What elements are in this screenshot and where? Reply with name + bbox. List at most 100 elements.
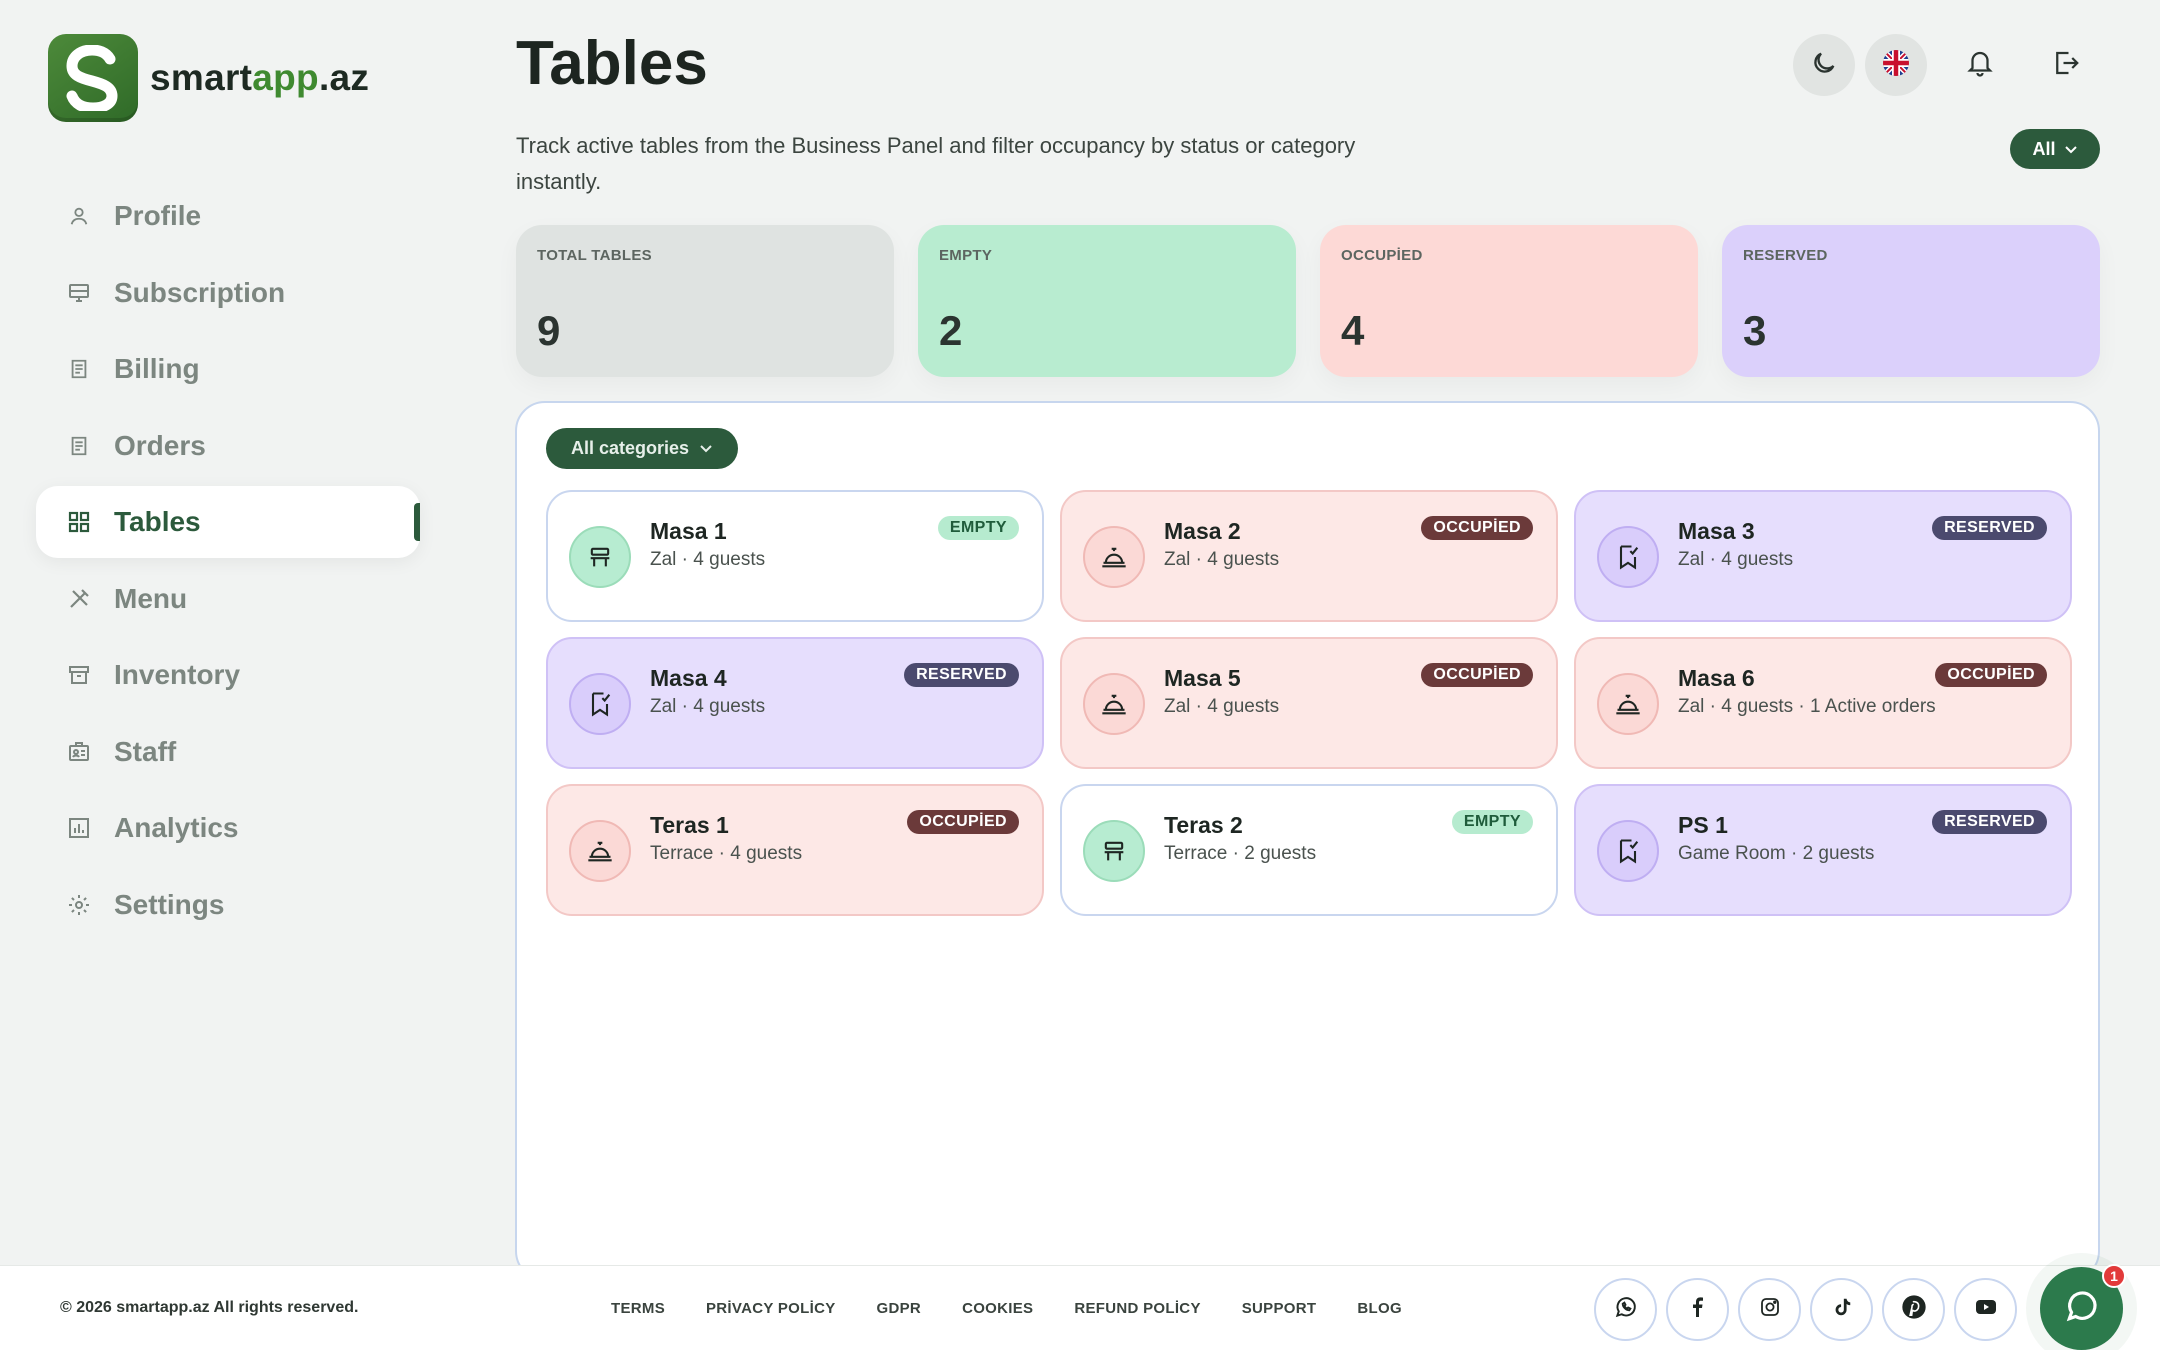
footer-link-terms[interactable]: TERMS xyxy=(611,1300,665,1317)
sidebar-item-profile[interactable]: Profile xyxy=(36,180,420,252)
notifications-button[interactable] xyxy=(1949,34,2011,96)
status-badge: EMPTY xyxy=(1451,810,1533,834)
brand-name-part: .az xyxy=(318,57,370,98)
pinterest-icon xyxy=(1900,1293,1928,1326)
whatsapp-icon xyxy=(1613,1294,1639,1325)
sidebar-item-settings[interactable]: Settings xyxy=(36,869,420,941)
bookmark-check-icon xyxy=(569,673,631,735)
facebook-button[interactable] xyxy=(1666,1278,1729,1341)
page-subtitle: Track active tables from the Business Pa… xyxy=(516,133,1356,194)
status-badge: RESERVED xyxy=(1932,516,2047,540)
sidebar: smartapp.az Profile Subscription Billing xyxy=(0,0,450,1265)
table-card[interactable]: Teras 1 Terrace · 4 guests OCCUPİED xyxy=(546,784,1044,916)
table-name: PS 1 xyxy=(1678,812,1728,838)
uk-flag-icon xyxy=(1883,49,1909,81)
cloche-icon xyxy=(569,820,631,882)
chat-bubble-icon xyxy=(2063,1287,2101,1330)
brand-logo[interactable]: smartapp.az xyxy=(48,34,369,122)
table-card[interactable]: Masa 6 Zal · 4 guests · 1 Active orders … xyxy=(1574,637,2072,769)
subscription-icon xyxy=(66,280,92,306)
table-card[interactable]: Masa 2 Zal · 4 guests OCCUPİED xyxy=(1060,490,1558,622)
status-badge: RESERVED xyxy=(1932,810,2047,834)
copyright-text: © 2026 smartapp.az All rights reserved. xyxy=(60,1299,359,1316)
status-badge: OCCUPİED xyxy=(907,810,1019,834)
footer-link-refund[interactable]: REFUND POLİCY xyxy=(1074,1300,1201,1317)
bookmark-check-icon xyxy=(1597,526,1659,588)
social-links xyxy=(1594,1278,2017,1341)
chat-notification-badge: 1 xyxy=(2102,1264,2126,1288)
table-card[interactable]: Masa 3 Zal · 4 guests RESERVED xyxy=(1574,490,2072,622)
table-name: Masa 1 xyxy=(650,518,727,544)
category-filter-dropdown[interactable]: All categories xyxy=(546,428,738,469)
cloche-icon xyxy=(1083,673,1145,735)
instagram-button[interactable] xyxy=(1738,1278,1801,1341)
moon-icon xyxy=(1810,49,1838,82)
sidebar-item-inventory[interactable]: Inventory xyxy=(36,639,420,711)
page-title: Tables xyxy=(516,29,708,98)
tiktok-icon xyxy=(1831,1295,1853,1324)
status-filter-value: All xyxy=(2032,138,2056,159)
sidebar-item-staff[interactable]: Staff xyxy=(36,716,420,788)
chart-icon xyxy=(66,815,92,841)
theme-toggle-button[interactable] xyxy=(1793,34,1855,96)
tiktok-button[interactable] xyxy=(1810,1278,1873,1341)
status-badge: OCCUPİED xyxy=(1421,516,1533,540)
table-details: Zal · 4 guests xyxy=(1678,549,1794,570)
table-details: Zal · 4 guests xyxy=(1164,549,1280,570)
bookmark-check-icon xyxy=(1597,820,1659,882)
id-card-icon xyxy=(66,739,92,765)
stat-card-reserved: RESERVED 3 xyxy=(1722,225,2100,377)
logout-button[interactable] xyxy=(2035,34,2097,96)
table-card[interactable]: Masa 4 Zal · 4 guests RESERVED xyxy=(546,637,1044,769)
sidebar-item-billing[interactable]: Billing xyxy=(36,333,420,405)
sidebar-item-orders[interactable]: Orders xyxy=(36,410,420,482)
sidebar-item-subscription[interactable]: Subscription xyxy=(36,257,420,329)
gear-icon xyxy=(66,892,92,918)
sidebar-item-label: Orders xyxy=(114,429,206,461)
facebook-icon xyxy=(1688,1295,1708,1324)
cloche-icon xyxy=(1597,673,1659,735)
table-details: Zal · 4 guests xyxy=(650,696,766,717)
category-filter-value: All categories xyxy=(570,438,690,458)
footer-link-privacy[interactable]: PRİVACY POLİCY xyxy=(706,1300,836,1317)
footer-link-gdpr[interactable]: GDPR xyxy=(876,1300,922,1317)
whatsapp-button[interactable] xyxy=(1594,1278,1657,1341)
sidebar-item-menu[interactable]: Menu xyxy=(36,563,420,635)
tables-grid: Masa 1 Zal · 4 guests EMPTY Masa 2 Zal ·… xyxy=(546,490,2072,916)
status-filter-dropdown[interactable]: All xyxy=(2010,129,2100,169)
language-button[interactable] xyxy=(1865,34,1927,96)
table-card[interactable]: Masa 5 Zal · 4 guests OCCUPİED xyxy=(1060,637,1558,769)
stat-label: RESERVED xyxy=(1743,247,1828,264)
sidebar-item-tables[interactable]: Tables xyxy=(36,486,420,558)
pinterest-button[interactable] xyxy=(1882,1278,1945,1341)
table-name: Masa 2 xyxy=(1164,518,1241,544)
status-badge: OCCUPİED xyxy=(1935,663,2047,687)
footer-links: TERMS PRİVACY POLİCY GDPR COOKIES REFUND… xyxy=(611,1300,1402,1317)
stat-card-total: TOTAL TABLES 9 xyxy=(516,225,894,377)
empty-table-icon xyxy=(569,526,631,588)
table-details: Game Room · 2 guests xyxy=(1678,843,1875,864)
stat-label: OCCUPİED xyxy=(1341,247,1423,264)
table-name: Masa 3 xyxy=(1678,518,1755,544)
table-card[interactable]: PS 1 Game Room · 2 guests RESERVED xyxy=(1574,784,2072,916)
logo-mark-icon xyxy=(48,34,138,122)
sidebar-item-label: Subscription xyxy=(114,276,286,308)
sidebar-item-analytics[interactable]: Analytics xyxy=(36,792,420,864)
table-card[interactable]: Masa 1 Zal · 4 guests EMPTY xyxy=(546,490,1044,622)
footer-link-support[interactable]: SUPPORT xyxy=(1241,1300,1317,1317)
chat-button[interactable]: 1 xyxy=(2040,1264,2126,1350)
youtube-button[interactable] xyxy=(1954,1278,2017,1341)
logout-icon xyxy=(2051,48,2081,83)
receipt-icon xyxy=(66,356,92,382)
footer-link-blog[interactable]: BLOG xyxy=(1357,1300,1402,1317)
chevron-down-icon xyxy=(699,438,713,459)
stat-label: TOTAL TABLES xyxy=(537,247,652,264)
footer-link-cookies[interactable]: COOKIES xyxy=(962,1300,1034,1317)
table-name: Teras 1 xyxy=(650,812,729,838)
utensils-icon xyxy=(66,586,92,612)
table-card[interactable]: Teras 2 Terrace · 2 guests EMPTY xyxy=(1060,784,1558,916)
table-name: Masa 4 xyxy=(650,665,727,691)
bell-icon xyxy=(1965,48,1995,83)
stats-row: TOTAL TABLES 9 EMPTY 2 OCCUPİED 4 RESERV… xyxy=(516,225,2100,377)
table-details: Zal · 4 guests xyxy=(650,549,766,570)
